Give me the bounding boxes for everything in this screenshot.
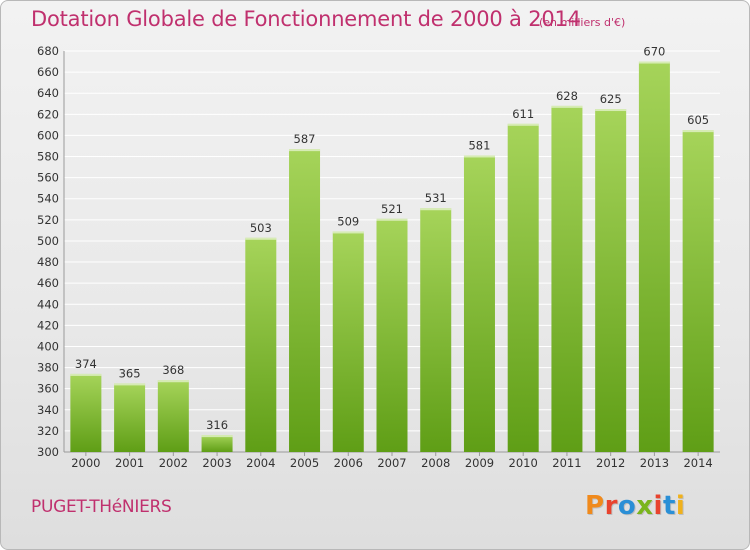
- x-tick-label: 2014: [683, 456, 712, 470]
- data-labels-layer: 374 365 368 316 503 587 509 521 531 581 611 628 625 6…: [75, 45, 709, 433]
- bar-top-highlight: [463, 155, 495, 158]
- data-label: 368: [162, 363, 184, 377]
- y-tick-label: 580: [37, 150, 59, 164]
- y-tick-label: 540: [37, 192, 59, 206]
- logo-letter: P: [585, 491, 605, 521]
- data-label: 365: [119, 366, 141, 380]
- x-tick-label: 2003: [202, 456, 231, 470]
- y-axis: 300 320 340 360 380 400 420 440 460 480 500 520 540 5…: [37, 44, 59, 459]
- y-tick-label: 600: [37, 128, 59, 142]
- bar-2004: [245, 237, 277, 452]
- bar-2013: [638, 61, 670, 452]
- x-tick-label: 2012: [596, 456, 625, 470]
- bar-top-highlight: [420, 208, 452, 211]
- x-tick-label: 2007: [377, 456, 406, 470]
- data-label: 531: [425, 191, 447, 205]
- proxiti-logo: Proxiti: [585, 491, 685, 521]
- bar-2010: [507, 123, 539, 452]
- data-label: 521: [381, 202, 403, 216]
- bar-top-highlight: [376, 218, 408, 221]
- bar-2011: [551, 105, 583, 452]
- bar-2000: [70, 373, 102, 452]
- bar-top-highlight: [114, 383, 146, 386]
- data-label: 670: [643, 45, 665, 59]
- x-tick-label: 2004: [246, 456, 275, 470]
- bar-2001: [114, 383, 146, 452]
- logo-letter: x: [636, 491, 654, 521]
- data-label: 611: [512, 107, 534, 121]
- y-tick-label: 620: [37, 107, 59, 121]
- data-label: 509: [337, 214, 359, 228]
- bar-2006: [332, 231, 364, 452]
- x-tick-label: 2009: [465, 456, 494, 470]
- bar-2012: [595, 109, 627, 452]
- y-tick-label: 520: [37, 213, 59, 227]
- bar-top-highlight: [289, 149, 321, 152]
- x-tick-label: 2000: [71, 456, 100, 470]
- x-tick-label: 2008: [421, 456, 450, 470]
- y-tick-label: 660: [37, 65, 59, 79]
- bar-2014: [682, 130, 714, 453]
- y-tick-label: 320: [37, 424, 59, 438]
- bar-top-highlight: [332, 231, 364, 234]
- y-tick-label: 480: [37, 255, 59, 269]
- bar-top-highlight: [507, 123, 539, 126]
- bar-2002: [157, 380, 189, 452]
- bar-top-highlight: [551, 105, 583, 108]
- bar-top-highlight: [638, 61, 670, 64]
- x-tick-label: 2010: [509, 456, 538, 470]
- y-tick-label: 560: [37, 171, 59, 185]
- y-tick-label: 460: [37, 276, 59, 290]
- y-tick-label: 680: [37, 44, 59, 58]
- y-tick-label: 380: [37, 361, 59, 375]
- data-label: 587: [294, 132, 316, 146]
- y-tick-label: 400: [37, 339, 59, 353]
- chart-subtitle: (en milliers d'€): [539, 16, 626, 29]
- bar-top-highlight: [595, 109, 627, 112]
- data-label: 316: [206, 418, 228, 432]
- y-tick-label: 360: [37, 382, 59, 396]
- bar-2007: [376, 218, 408, 452]
- data-label: 581: [468, 138, 490, 152]
- data-label: 374: [75, 357, 97, 371]
- data-label: 605: [687, 113, 709, 127]
- x-axis: 2000 2001 2002 2003 2004 2005 2006 2007 2008 2009…: [71, 452, 713, 470]
- logo-letter: i: [675, 491, 686, 521]
- x-tick-label: 2001: [115, 456, 144, 470]
- logo-letter: r: [604, 491, 618, 521]
- y-tick-label: 640: [37, 86, 59, 100]
- x-tick-label: 2002: [159, 456, 188, 470]
- y-tick-label: 420: [37, 318, 59, 332]
- data-label: 625: [600, 92, 622, 106]
- x-tick-label: 2011: [552, 456, 581, 470]
- y-tick-label: 440: [37, 297, 59, 311]
- bar-2008: [420, 208, 452, 452]
- x-tick-label: 2005: [290, 456, 319, 470]
- bar-2009: [463, 155, 495, 452]
- y-tick-label: 340: [37, 403, 59, 417]
- bar-top-highlight: [70, 373, 102, 376]
- y-tick-label: 500: [37, 234, 59, 248]
- x-tick-label: 2013: [640, 456, 669, 470]
- commune-name: PUGET-THéNIERS: [31, 497, 172, 517]
- bars-layer: [70, 61, 714, 453]
- bar-2005: [289, 149, 321, 453]
- bar-top-highlight: [157, 380, 189, 383]
- bar-2003: [201, 435, 233, 452]
- logo-letter: t: [662, 491, 676, 521]
- bar-top-highlight: [682, 130, 714, 133]
- data-label: 503: [250, 221, 272, 235]
- bar-top-highlight: [201, 435, 233, 438]
- data-label: 628: [556, 89, 578, 103]
- logo-letter: o: [617, 491, 637, 521]
- y-tick-label: 300: [37, 445, 59, 459]
- bar-top-highlight: [245, 237, 277, 240]
- logo-letter: i: [653, 491, 663, 521]
- chart-title: Dotation Globale de Fonctionnement de 20…: [31, 7, 581, 31]
- x-tick-label: 2006: [334, 456, 363, 470]
